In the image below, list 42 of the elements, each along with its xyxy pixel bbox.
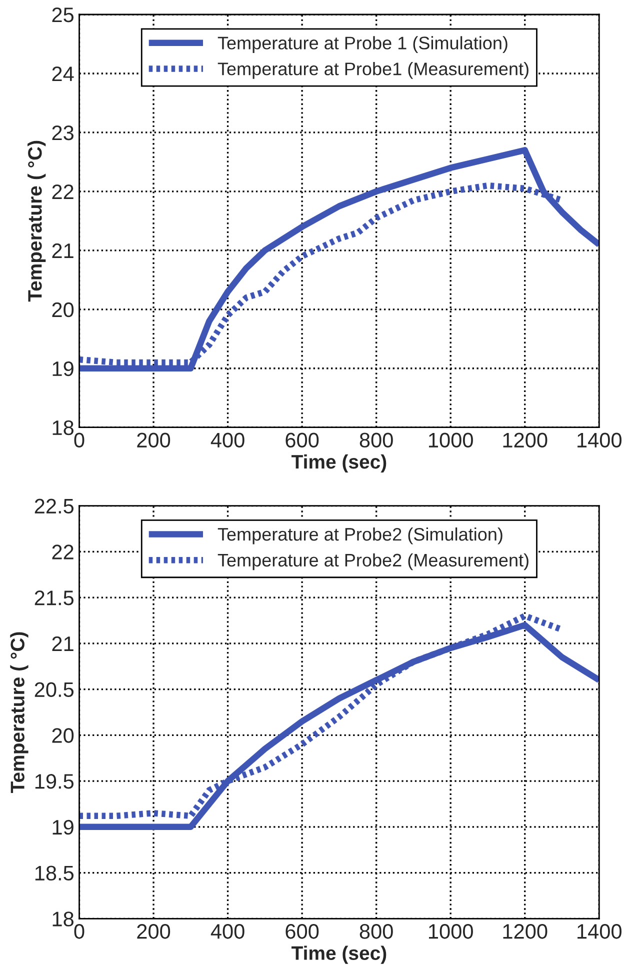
y-tick-label: 22.5 <box>34 498 74 514</box>
y-tick-label: 21.5 <box>34 590 74 606</box>
y-tick-label: 22 <box>52 184 74 199</box>
x-tick-label: 1000 <box>429 924 473 939</box>
x-tick-label: 0 <box>74 924 84 939</box>
x-tick-label: 1000 <box>429 432 473 448</box>
legend-label: Temperature at Probe1 (Measurement) <box>218 62 528 79</box>
y-tick-label: 19.5 <box>35 774 74 789</box>
y-tick-label: 20 <box>52 728 74 743</box>
x-tick-label: 200 <box>137 432 170 448</box>
legend-label: Temperature at Probe2 (Simulation) <box>218 527 502 544</box>
y-tick-label: 22 <box>52 544 74 560</box>
x-tick-label: 1200 <box>503 432 548 448</box>
y-tick-label: 19 <box>52 361 74 376</box>
y-tick-label: 19 <box>52 820 74 835</box>
x-tick-label: 1200 <box>503 924 548 939</box>
y-axis-title: Temperature ( °C) <box>10 632 28 793</box>
x-axis-title: Time (sec) <box>291 946 386 964</box>
legend-label: Temperature at Probe2 (Measurement) <box>218 553 528 570</box>
y-tick-label: 24 <box>52 66 74 82</box>
x-tick-label: 600 <box>286 432 319 448</box>
y-tick-label: 18 <box>52 420 74 436</box>
y-tick-label: 21 <box>52 243 74 258</box>
x-tick-label: 0 <box>74 432 84 448</box>
x-tick-label: 200 <box>137 924 170 939</box>
y-tick-label: 20.5 <box>34 682 74 698</box>
legend-label: Temperature at Probe 1 (Simulation) <box>218 36 508 54</box>
x-tick-label: 800 <box>360 924 393 939</box>
x-tick-label: 1400 <box>578 432 622 448</box>
y-tick-label: 23 <box>52 125 74 140</box>
x-tick-label: 1400 <box>578 924 622 939</box>
y-tick-label: 21 <box>52 636 74 651</box>
x-tick-label: 800 <box>360 432 393 448</box>
y-axis-title: Temperature ( °C) <box>28 140 46 302</box>
x-axis-title: Time (sec) <box>291 454 386 473</box>
y-tick-label: 18 <box>52 912 74 926</box>
y-tick-label: 20 <box>52 302 74 318</box>
x-tick-label: 400 <box>210 432 244 448</box>
y-tick-label: 25 <box>52 8 74 22</box>
x-tick-label: 400 <box>210 924 244 939</box>
y-tick-label: 18.5 <box>35 866 74 881</box>
x-tick-label: 600 <box>286 924 319 939</box>
